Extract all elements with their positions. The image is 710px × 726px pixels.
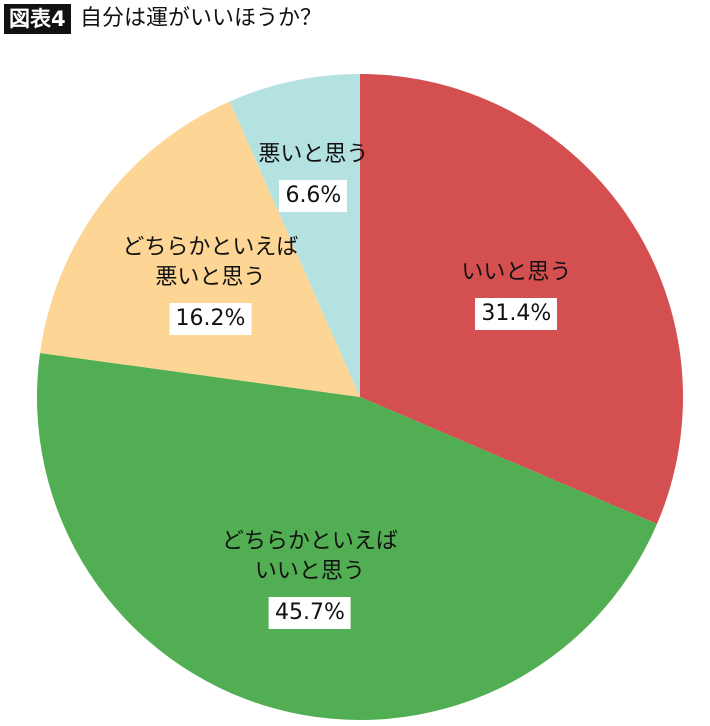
- pie-slice: [40, 101, 361, 397]
- category-label: どちらかといえばいいと思う: [221, 528, 398, 584]
- slice-label: どちらかといえば悪いと思う 16.2%: [118, 233, 303, 336]
- pie-slice: [229, 74, 360, 397]
- value-label: 6.6%: [279, 179, 348, 212]
- value-label-wrap: 6.6%: [258, 170, 368, 212]
- category-label: いいと思う: [461, 259, 572, 285]
- value-label-wrap: 45.7%: [218, 587, 403, 629]
- slice-label: どちらかといえばいいと思う 45.7%: [218, 527, 403, 629]
- category-label: どちらかといえば悪いと思う: [122, 235, 299, 291]
- figure-label: 図表4: [4, 4, 71, 34]
- chart-title: 自分は運がいいほうか？: [80, 6, 323, 31]
- value-label: 45.7%: [268, 596, 351, 629]
- value-label-wrap: 31.4%: [461, 288, 571, 330]
- value-label: 16.2%: [169, 303, 252, 336]
- pie-slice: [37, 352, 657, 721]
- category-label: 悪いと思う: [258, 141, 369, 167]
- value-label: 31.4%: [475, 297, 558, 330]
- value-label-wrap: 16.2%: [118, 293, 303, 336]
- slice-label: いいと思う 31.4%: [461, 258, 571, 330]
- slice-label: 悪いと思う 6.6%: [258, 140, 368, 212]
